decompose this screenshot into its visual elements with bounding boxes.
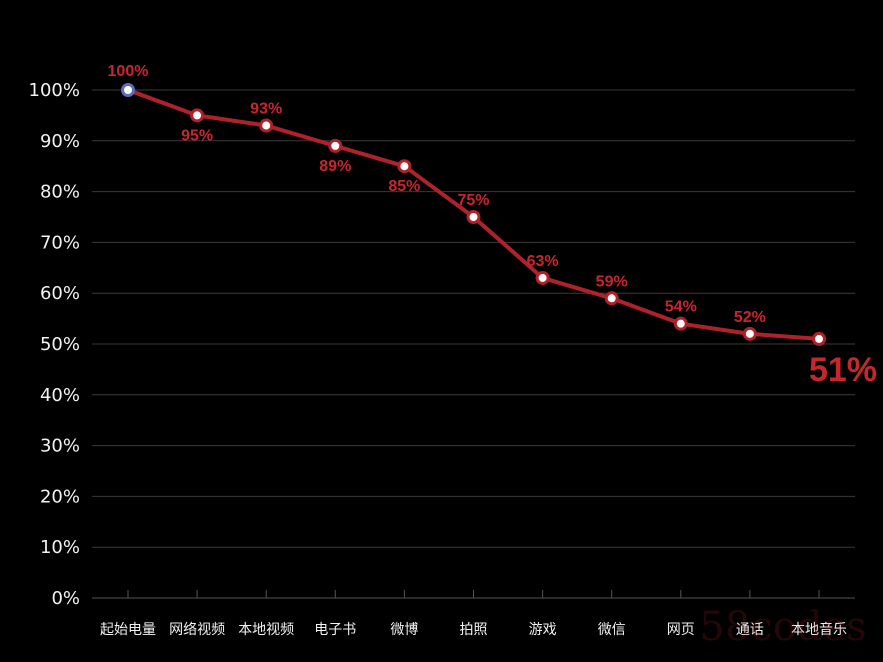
- x-tick-labels: 起始电量 网络视频 本地视频 电子书 微博 拍照 游戏 微信 网页 通话 本地音乐: [100, 621, 847, 638]
- y-tick-label: 100%: [29, 80, 80, 101]
- y-tick-label: 10%: [40, 537, 80, 558]
- data-point: [535, 270, 550, 285]
- data-label: 93%: [250, 101, 282, 118]
- data-label: 100%: [108, 63, 149, 80]
- data-point: [812, 331, 826, 346]
- y-tick-label: 70%: [40, 232, 80, 253]
- x-tick-label: 网络视频: [169, 622, 225, 638]
- y-tick-label: 30%: [40, 436, 80, 457]
- data-point: [604, 291, 619, 306]
- data-point: [397, 159, 412, 174]
- x-tick-label: 本地视频: [238, 622, 294, 638]
- y-tick-label: 40%: [40, 385, 80, 406]
- data-point: [190, 108, 205, 123]
- gridlines: [92, 89, 855, 548]
- data-point: [121, 83, 135, 97]
- x-tick-label: 网页: [667, 622, 695, 638]
- data-label: 63%: [527, 253, 559, 270]
- data-label: 85%: [388, 178, 420, 195]
- watermark-text: 58codes: [699, 604, 866, 650]
- x-tick-label: 游戏: [529, 622, 557, 638]
- data-point: [742, 326, 757, 341]
- y-tick-label: 0%: [51, 588, 80, 609]
- data-labels: 100% 95% 93% 89% 85% 75% 63% 59% 54% 52% 51%: [108, 63, 877, 389]
- y-tick-label: 20%: [40, 486, 80, 507]
- x-axis: [92, 590, 855, 599]
- y-tick-label: 60%: [40, 283, 80, 304]
- y-tick-label: 50%: [40, 334, 80, 355]
- data-point: [328, 138, 343, 153]
- y-tick-label: 80%: [40, 182, 80, 203]
- data-point: [259, 118, 274, 133]
- x-tick-label: 通话: [736, 622, 764, 638]
- data-label: 51%: [809, 351, 877, 389]
- x-tick-label: 电子书: [314, 622, 356, 638]
- data-point: [466, 210, 481, 224]
- data-points: [121, 83, 826, 346]
- x-tick-label: 微博: [390, 621, 418, 638]
- x-tick-label: 拍照: [460, 622, 488, 638]
- data-label: 75%: [457, 192, 489, 209]
- x-tick-label: 微信: [598, 622, 626, 638]
- x-tick-label: 本地音乐: [791, 621, 847, 638]
- data-label: 54%: [665, 299, 697, 316]
- data-label: 52%: [734, 309, 766, 326]
- data-label: 59%: [596, 273, 628, 290]
- x-tick-label: 起始电量: [100, 622, 156, 638]
- data-point: [673, 316, 688, 331]
- data-label: 95%: [181, 127, 213, 144]
- y-tick-label: 90%: [40, 131, 80, 152]
- y-tick-labels: 0% 10% 20% 30% 40% 50% 60% 70% 80% 90% 100%: [29, 80, 80, 609]
- data-label: 89%: [319, 158, 351, 175]
